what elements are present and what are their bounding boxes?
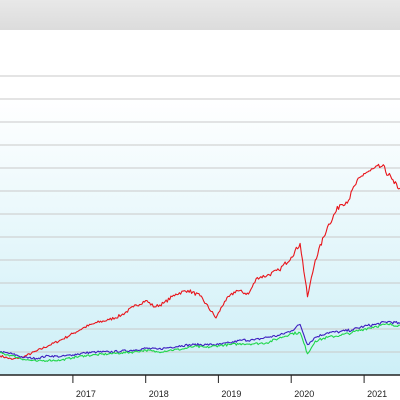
x-tick-label-2: 2019 xyxy=(221,389,241,399)
grid-lines xyxy=(0,75,400,353)
x-tick-label-1: 2018 xyxy=(149,389,169,399)
series-line-0 xyxy=(0,163,400,360)
series-line-2 xyxy=(0,322,400,363)
x-tick-label-3: 2020 xyxy=(294,389,314,399)
x-axis-ticks: 2017 2018 2019 2020 2021 xyxy=(72,375,387,399)
series-lines xyxy=(0,163,400,363)
plot-background xyxy=(0,30,400,375)
x-tick-label-4: 2021 xyxy=(367,389,387,399)
series-line-1 xyxy=(0,320,400,360)
x-tick-label-0: 2017 xyxy=(76,389,96,399)
